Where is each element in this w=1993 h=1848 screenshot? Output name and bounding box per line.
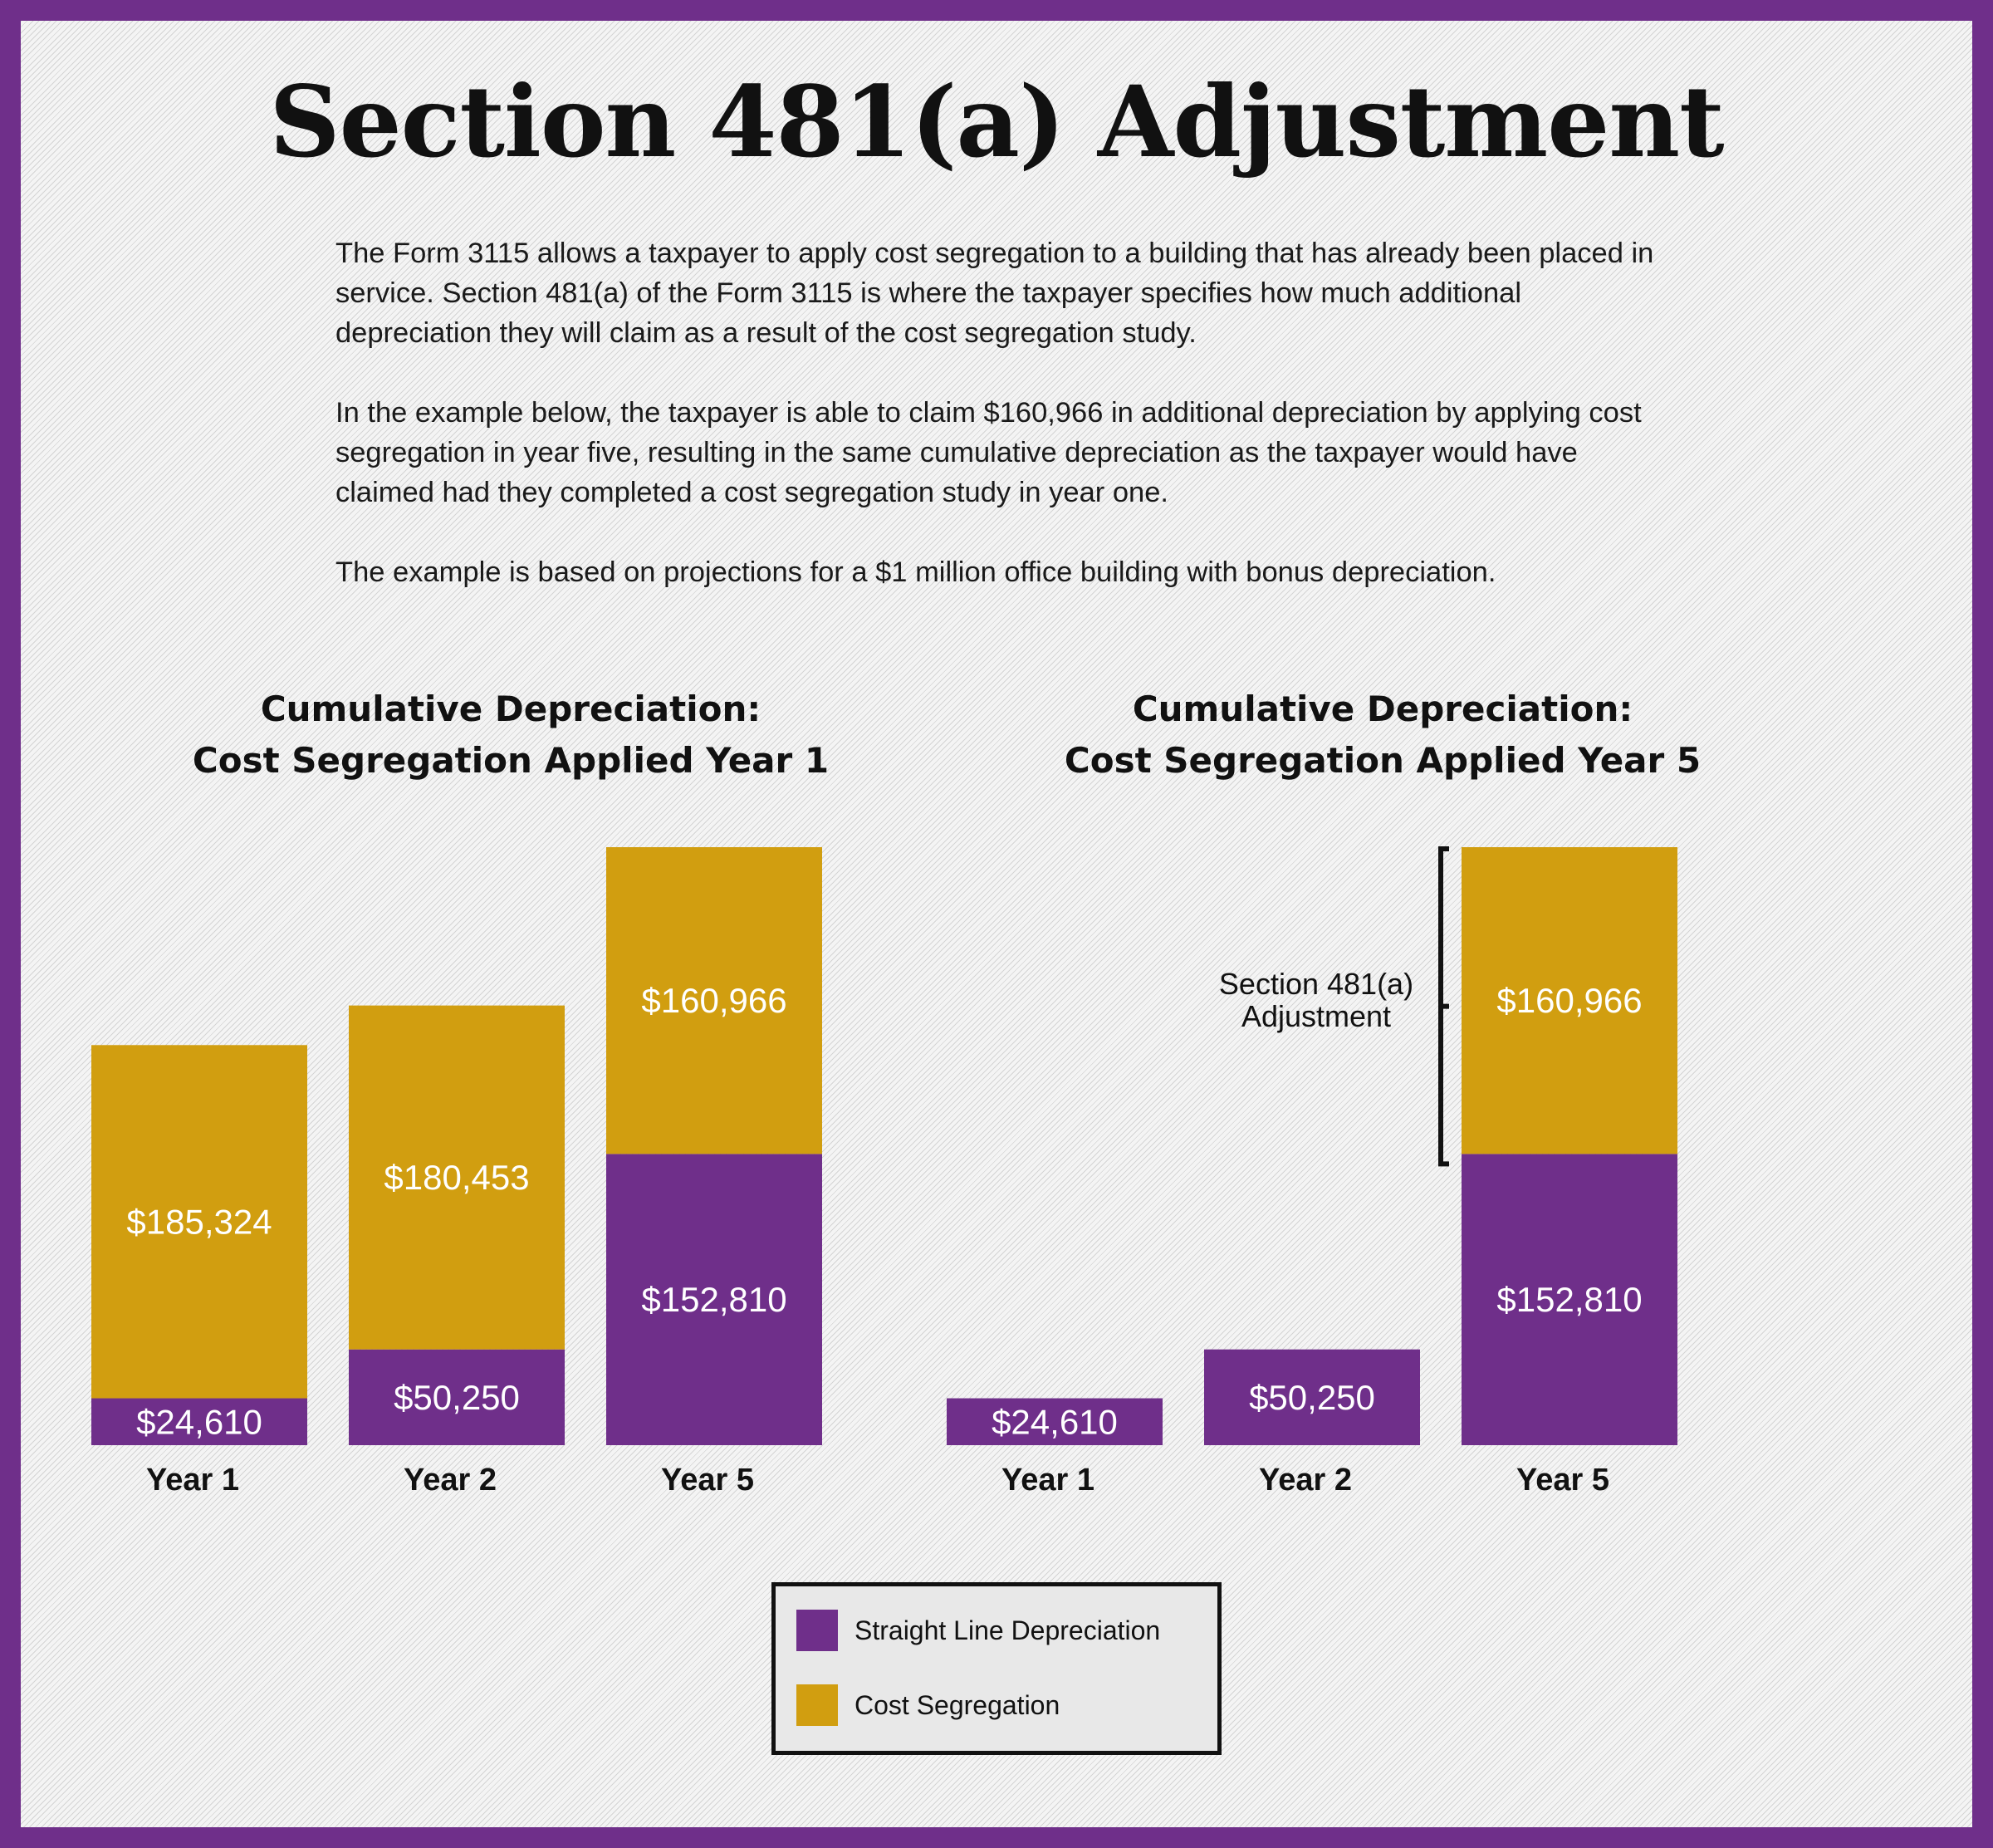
chart-2-data-label-straight-line-1: $24,610: [992, 1402, 1118, 1441]
chart-2-x-tick-label-3: Year 5: [1516, 1463, 1609, 1498]
chart-2-bar-straight-line-2: [1204, 1349, 1420, 1445]
intro-paragraph-3: The example is based on projections for …: [335, 556, 1496, 588]
chart-1-x-tick-label-2: Year 2: [404, 1463, 497, 1498]
intro-paragraph-1: The Form 3115 allows a taxpayer to apply…: [335, 238, 1654, 349]
chart-2-data-label-straight-line-2: $50,250: [1249, 1378, 1375, 1417]
chart-2-title-line-2: Cost Segregation Applied Year 5: [1064, 740, 1702, 781]
chart-1-x-tick-label-1: Year 1: [146, 1463, 239, 1498]
chart-2-data-label-cost-seg-3: $160,966: [1496, 981, 1642, 1020]
chart-1-title-line-1: Cumulative Depreciation:: [260, 689, 761, 729]
chart-1-bar-straight-line-3: [606, 1154, 822, 1445]
chart-1-x-tick-label-3: Year 5: [661, 1463, 754, 1498]
legend-label-straight-line: Straight Line Depreciation: [854, 1615, 1161, 1645]
annotation-line-1: Section 481(a): [1219, 967, 1413, 1001]
chart-2-bar-cost-seg-3: [1462, 847, 1677, 1154]
chart-legend: Straight Line Depreciation Cost Segregat…: [771, 1582, 1222, 1755]
legend-swatch-cost-segregation: [796, 1684, 838, 1726]
legend-swatch-straight-line: [796, 1610, 838, 1651]
annotation-line-2: Adjustment: [1241, 999, 1391, 1033]
legend-item-cost-segregation: Cost Segregation: [796, 1684, 1060, 1726]
chart-1-data-label-cost-seg-2: $180,453: [384, 1158, 529, 1197]
legend-item-straight-line: Straight Line Depreciation: [796, 1610, 1160, 1651]
chart-2-x-tick-label-2: Year 2: [1259, 1463, 1352, 1498]
chart-1-bar-cost-seg-1: [91, 1045, 307, 1399]
page-title: Section 481(a) Adjustment: [269, 64, 1724, 179]
chart-2-x-tick-label-1: Year 1: [1001, 1463, 1094, 1498]
chart-1-data-label-straight-line-3: $152,810: [641, 1280, 786, 1319]
chart-1-bar-straight-line-1: [91, 1398, 307, 1445]
section-481a-bracket-icon: [1438, 846, 1449, 1167]
chart-1-title: Cumulative Depreciation: Cost Segregatio…: [170, 684, 851, 787]
chart-2-bar-straight-line-1: [947, 1398, 1163, 1445]
chart-1-data-label-straight-line-1: $24,610: [136, 1402, 262, 1441]
chart-2-data-label-straight-line-3: $152,810: [1496, 1280, 1642, 1319]
chart-1-data-label-cost-seg-1: $185,324: [126, 1202, 272, 1241]
chart-1-bar-cost-seg-2: [349, 1005, 565, 1350]
chart-1-data-label-cost-seg-3: $160,966: [641, 981, 786, 1020]
legend-label-cost-segregation: Cost Segregation: [854, 1689, 1060, 1720]
chart-1-title-line-2: Cost Segregation Applied Year 1: [192, 740, 830, 781]
chart-2-title-line-1: Cumulative Depreciation:: [1132, 689, 1633, 729]
chart-2-bar-straight-line-3: [1462, 1154, 1677, 1445]
chart-1-bar-cost-seg-3: [606, 847, 822, 1154]
chart-2-title: Cumulative Depreciation: Cost Segregatio…: [1026, 684, 1740, 787]
chart-1-data-label-straight-line-2: $50,250: [394, 1378, 520, 1417]
intro-paragraph-2: In the example below, the taxpayer is ab…: [335, 397, 1642, 508]
chart-1-bar-straight-line-2: [349, 1349, 565, 1445]
